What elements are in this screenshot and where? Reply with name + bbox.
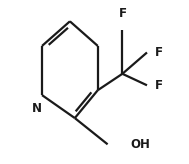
- Text: F: F: [155, 79, 163, 92]
- Text: OH: OH: [131, 138, 150, 151]
- Text: N: N: [32, 102, 42, 115]
- Text: F: F: [118, 7, 126, 20]
- Text: F: F: [155, 46, 163, 59]
